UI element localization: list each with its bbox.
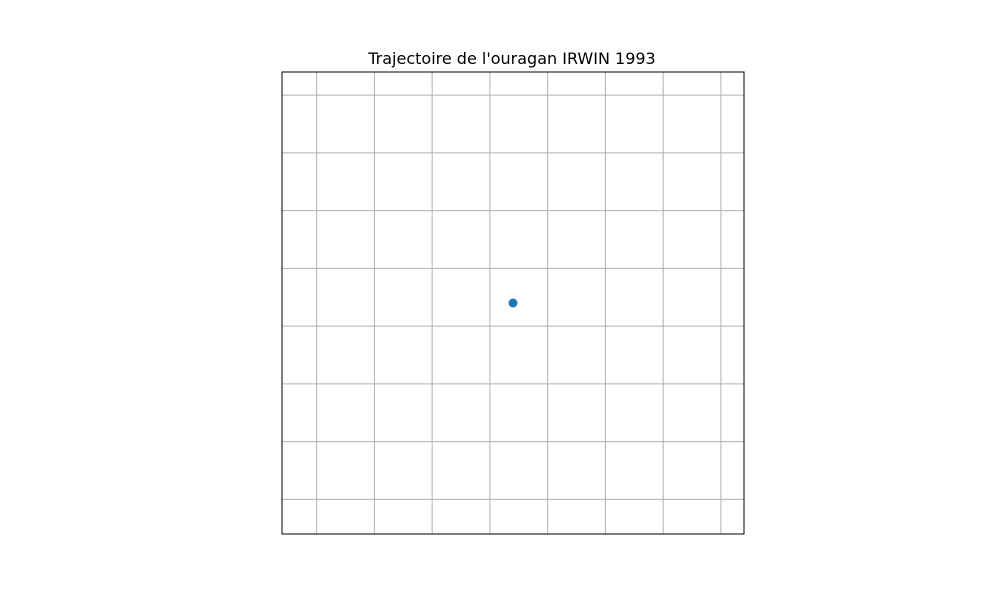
data-points [508,298,518,308]
data-point-1 [508,298,518,308]
plot-frame [281,71,745,535]
grid [282,72,744,534]
chart-title: Trajectoire de l'ouragan IRWIN 1993 [367,49,655,68]
